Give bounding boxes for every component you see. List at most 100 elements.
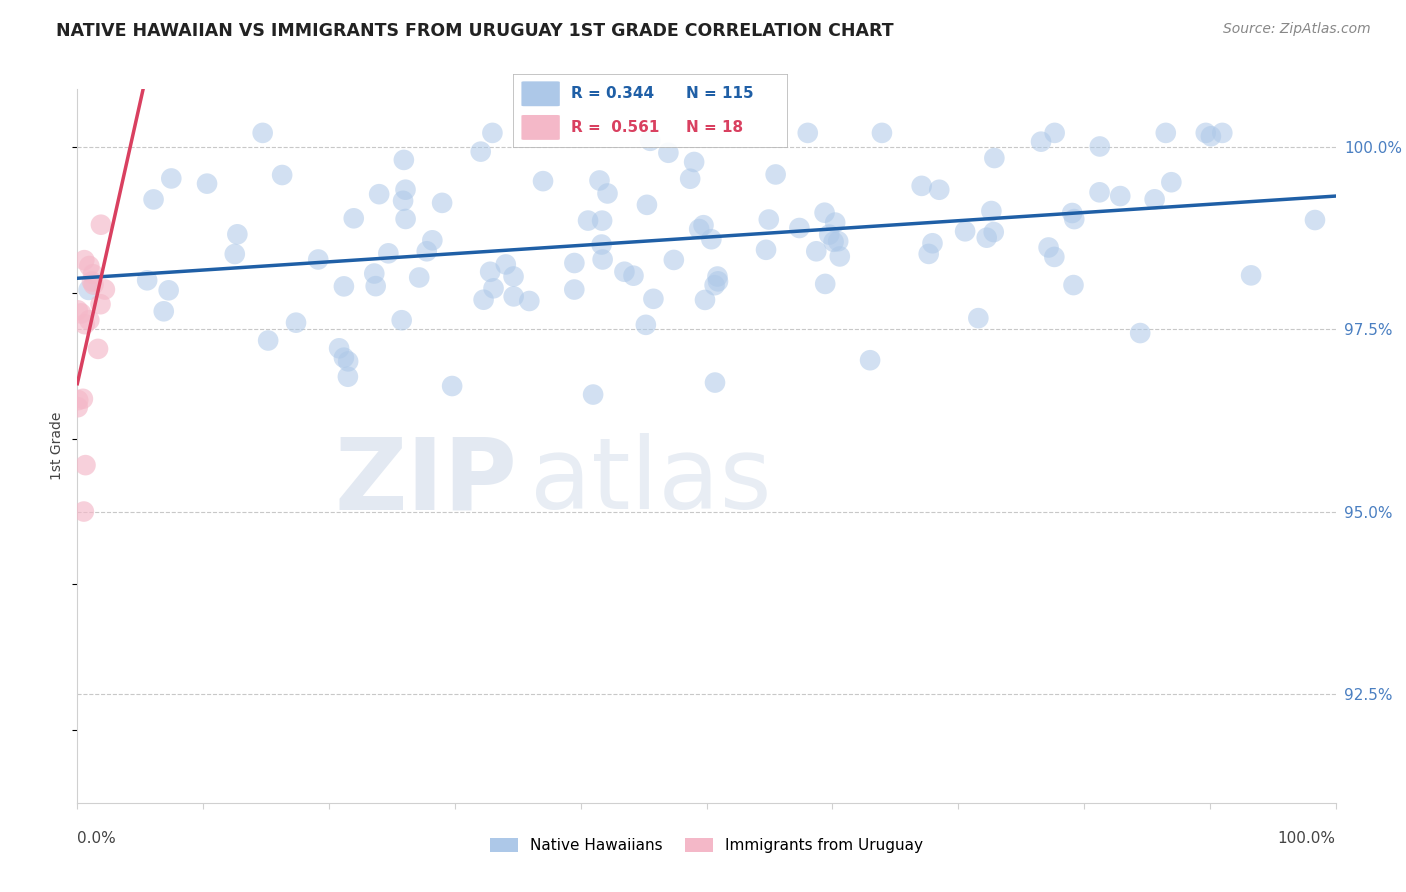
Point bbox=[1062, 206, 1084, 220]
Point bbox=[87, 342, 110, 356]
Point bbox=[657, 145, 679, 160]
Point bbox=[1063, 278, 1085, 293]
Point bbox=[83, 277, 105, 292]
Point bbox=[285, 316, 308, 330]
Point bbox=[257, 334, 280, 348]
Point bbox=[70, 306, 93, 320]
Point bbox=[416, 244, 439, 259]
FancyBboxPatch shape bbox=[522, 115, 560, 140]
Text: 0.0%: 0.0% bbox=[77, 831, 117, 847]
Point bbox=[859, 353, 882, 368]
Point bbox=[824, 216, 846, 230]
Point bbox=[983, 151, 1005, 165]
Text: ZIP: ZIP bbox=[335, 434, 517, 530]
Point bbox=[613, 265, 636, 279]
Point bbox=[688, 222, 710, 236]
Point bbox=[789, 221, 811, 235]
Point bbox=[967, 311, 990, 326]
Point bbox=[531, 174, 554, 188]
Point bbox=[73, 317, 96, 331]
Point bbox=[377, 246, 399, 260]
Point bbox=[517, 293, 540, 308]
Point bbox=[368, 187, 391, 202]
Point bbox=[67, 393, 90, 408]
Point bbox=[77, 283, 100, 297]
Point bbox=[481, 126, 503, 140]
Text: atlas: atlas bbox=[530, 434, 772, 530]
Point bbox=[683, 155, 706, 169]
Point bbox=[870, 126, 893, 140]
Point bbox=[592, 252, 614, 267]
Point bbox=[643, 292, 665, 306]
Point bbox=[813, 205, 835, 219]
Point bbox=[1043, 250, 1066, 264]
Point bbox=[1240, 268, 1263, 283]
Point bbox=[703, 278, 725, 293]
Point bbox=[1088, 186, 1111, 200]
Point bbox=[502, 289, 524, 303]
Point bbox=[634, 318, 657, 332]
Point bbox=[82, 267, 104, 281]
Point bbox=[343, 211, 366, 226]
Point bbox=[333, 279, 356, 293]
Point bbox=[479, 265, 502, 279]
Point bbox=[591, 213, 613, 227]
Point bbox=[828, 249, 851, 263]
Point bbox=[408, 270, 430, 285]
Point bbox=[707, 274, 730, 288]
Point bbox=[80, 275, 103, 289]
Point bbox=[1154, 126, 1177, 140]
Point bbox=[224, 247, 246, 261]
Point bbox=[1303, 213, 1326, 227]
Point bbox=[392, 153, 415, 167]
Point bbox=[79, 313, 101, 327]
Point bbox=[983, 225, 1005, 239]
Point bbox=[638, 134, 661, 148]
Point bbox=[333, 351, 356, 365]
Point bbox=[1038, 240, 1060, 254]
Point bbox=[482, 281, 505, 295]
FancyBboxPatch shape bbox=[522, 81, 560, 106]
Point bbox=[980, 204, 1002, 219]
Point bbox=[623, 268, 645, 283]
Point bbox=[79, 259, 101, 273]
Point bbox=[226, 227, 249, 242]
Point bbox=[252, 126, 274, 140]
Point bbox=[441, 379, 464, 393]
Point bbox=[73, 253, 96, 268]
Point bbox=[636, 198, 658, 212]
Point bbox=[662, 252, 685, 267]
Point bbox=[823, 235, 845, 249]
Point bbox=[160, 171, 183, 186]
Point bbox=[364, 279, 387, 293]
Point bbox=[1063, 212, 1085, 227]
Text: N = 115: N = 115 bbox=[686, 87, 754, 102]
Point bbox=[953, 224, 976, 238]
Point bbox=[420, 233, 443, 247]
Point bbox=[582, 387, 605, 401]
Point bbox=[430, 195, 453, 210]
Point bbox=[470, 145, 492, 159]
Legend: Native Hawaiians, Immigrants from Uruguay: Native Hawaiians, Immigrants from Urugua… bbox=[484, 832, 929, 859]
Point bbox=[588, 173, 610, 187]
Point bbox=[394, 183, 416, 197]
Point bbox=[1129, 326, 1152, 340]
Point bbox=[596, 186, 619, 201]
Point bbox=[827, 234, 849, 248]
Point bbox=[755, 243, 778, 257]
Point bbox=[1109, 189, 1132, 203]
Point bbox=[136, 273, 159, 287]
Point bbox=[704, 376, 727, 390]
Point bbox=[806, 244, 828, 259]
Point bbox=[706, 269, 728, 284]
Point bbox=[976, 230, 998, 244]
Text: 100.0%: 100.0% bbox=[1278, 831, 1336, 847]
Point bbox=[89, 297, 111, 311]
Point bbox=[576, 213, 599, 227]
Point bbox=[692, 218, 714, 232]
Point bbox=[73, 504, 96, 518]
Point bbox=[157, 283, 180, 297]
Point bbox=[142, 193, 165, 207]
Point bbox=[797, 126, 820, 140]
Point bbox=[928, 183, 950, 197]
